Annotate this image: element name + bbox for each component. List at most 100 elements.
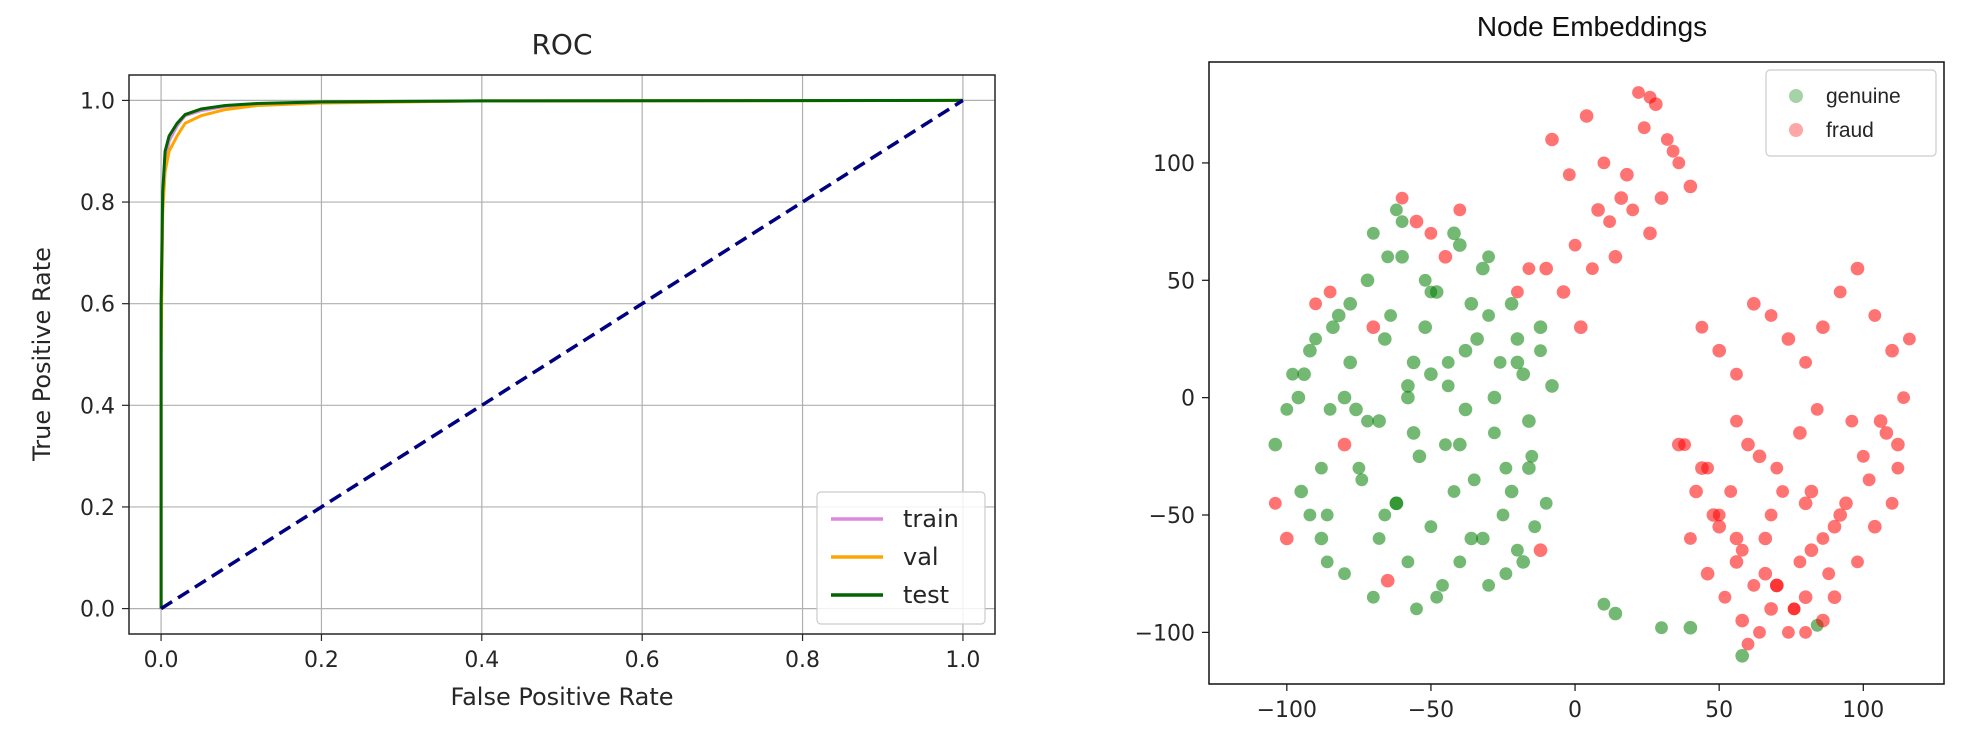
- emb-point-genuine: [1297, 367, 1311, 382]
- emb-ticks: −100 −50 0 50 100 −100 −50 0 50 100: [1135, 152, 1885, 723]
- emb-point-genuine: [1447, 485, 1461, 498]
- emb-point-genuine: [1453, 437, 1467, 452]
- emb-legend-label-fraud: fraud: [1826, 119, 1874, 142]
- roc-ytick-label: 0.2: [80, 496, 115, 521]
- emb-point-fraud: [1758, 531, 1773, 546]
- emb-point-genuine: [1401, 390, 1415, 405]
- emb-point-fraud: [1897, 391, 1910, 404]
- emb-point-genuine: [1528, 520, 1542, 534]
- emb-point-fraud: [1845, 414, 1859, 428]
- emb-point-fraud: [1781, 332, 1796, 346]
- emb-point-fraud: [1706, 508, 1721, 522]
- emb-point-fraud: [1268, 496, 1282, 510]
- emb-point-fraud: [1798, 590, 1813, 604]
- emb-point-genuine: [1683, 620, 1698, 635]
- emb-point-fraud: [1787, 602, 1801, 616]
- emb-point-fraud: [1747, 297, 1761, 311]
- emb-point-fraud: [1608, 249, 1623, 264]
- emb-point-genuine: [1395, 215, 1409, 229]
- emb-point-genuine: [1406, 426, 1421, 440]
- emb-point-fraud: [1833, 508, 1847, 522]
- emb-point-genuine: [1303, 508, 1317, 522]
- emb-point-fraud: [1568, 238, 1582, 252]
- emb-point-genuine: [1439, 438, 1452, 451]
- emb-point-genuine: [1504, 484, 1519, 499]
- emb-point-genuine: [1488, 426, 1501, 440]
- emb-point-fraud: [1695, 461, 1709, 475]
- emb-point-fraud: [1712, 519, 1726, 534]
- emb-point-fraud: [1879, 426, 1894, 440]
- emb-point-genuine: [1338, 567, 1351, 581]
- emb-point-genuine: [1366, 590, 1380, 604]
- emb-point-genuine: [1453, 555, 1467, 569]
- emb-point-fraud: [1380, 573, 1395, 588]
- emb-point-genuine: [1390, 203, 1403, 217]
- emb-point-genuine: [1286, 367, 1299, 381]
- emb-title: Node Embeddings: [1477, 11, 1707, 42]
- emb-point-fraud: [1643, 226, 1657, 241]
- emb-point-genuine: [1735, 649, 1749, 663]
- emb-xtick-label: −50: [1408, 698, 1454, 723]
- emb-point-fraud: [1741, 637, 1755, 651]
- emb-point-genuine: [1482, 250, 1495, 264]
- roc-legend: train val test: [816, 491, 986, 625]
- emb-point-genuine: [1476, 531, 1490, 546]
- emb-point-fraud: [1770, 578, 1784, 593]
- emb-point-fraud: [1747, 579, 1761, 592]
- emb-point-genuine: [1525, 449, 1539, 463]
- roc-xtick-label: 0.0: [144, 648, 179, 673]
- emb-point-fraud: [1718, 590, 1732, 604]
- emb-point-fraud: [1810, 403, 1824, 416]
- emb-point-fraud: [1868, 309, 1882, 322]
- emb-point-genuine: [1401, 555, 1415, 569]
- emb-point-fraud: [1511, 285, 1524, 299]
- emb-point-fraud: [1856, 449, 1870, 463]
- emb-point-genuine: [1464, 531, 1479, 546]
- emb-point-genuine: [1337, 390, 1352, 405]
- roc-xlabel: False Positive Rate: [450, 683, 673, 711]
- emb-point-fraud: [1764, 309, 1778, 322]
- roc-ytick-label: 0.0: [80, 598, 115, 623]
- emb-point-fraud: [1735, 543, 1749, 557]
- emb-xtick-label: 100: [1842, 698, 1884, 723]
- emb-point-genuine: [1320, 508, 1334, 522]
- emb-point-fraud: [1280, 531, 1294, 546]
- emb-point-fraud: [1620, 167, 1634, 182]
- emb-point-fraud: [1885, 496, 1899, 510]
- emb-point-fraud: [1758, 566, 1773, 581]
- emb-point-genuine: [1499, 461, 1513, 475]
- emb-point-fraud: [1764, 602, 1778, 616]
- emb-point-genuine: [1401, 379, 1415, 393]
- emb-points: [1268, 86, 1916, 663]
- emb-point-genuine: [1372, 414, 1386, 428]
- emb-point-genuine: [1533, 320, 1548, 335]
- emb-frame: [1208, 61, 1945, 685]
- emb-point-fraud: [1453, 203, 1467, 217]
- emb-ytick-label: 50: [1167, 269, 1195, 294]
- roc-legend-label-val: val: [903, 543, 939, 571]
- emb-point-genuine: [1378, 332, 1392, 346]
- emb-point-genuine: [1522, 461, 1536, 475]
- emb-point-fraud: [1752, 449, 1767, 464]
- emb-point-fraud: [1545, 132, 1559, 147]
- roc-xtick-label: 0.2: [304, 648, 339, 673]
- emb-point-fraud: [1764, 508, 1778, 522]
- emb-point-fraud: [1799, 356, 1812, 369]
- emb-legend: genuine fraud: [1765, 69, 1937, 157]
- roc-ytick-label: 0.6: [80, 293, 115, 318]
- emb-point-genuine: [1458, 343, 1473, 358]
- emb-point-genuine: [1291, 390, 1306, 405]
- emb-legend-marker-genuine: [1789, 89, 1803, 103]
- emb-ytick-label: −50: [1149, 504, 1195, 529]
- emb-point-genuine: [1539, 496, 1553, 510]
- roc-xtick-label: 0.4: [464, 648, 499, 673]
- emb-point-genuine: [1366, 226, 1380, 240]
- emb-point-fraud: [1816, 320, 1830, 335]
- emb-point-genuine: [1487, 390, 1502, 405]
- emb-point-genuine: [1352, 461, 1366, 475]
- emb-point-fraud: [1597, 156, 1611, 170]
- emb-ytick-label: 0: [1181, 387, 1195, 412]
- emb-point-genuine: [1294, 484, 1308, 499]
- emb-point-fraud: [1753, 626, 1766, 639]
- emb-point-genuine: [1418, 320, 1432, 335]
